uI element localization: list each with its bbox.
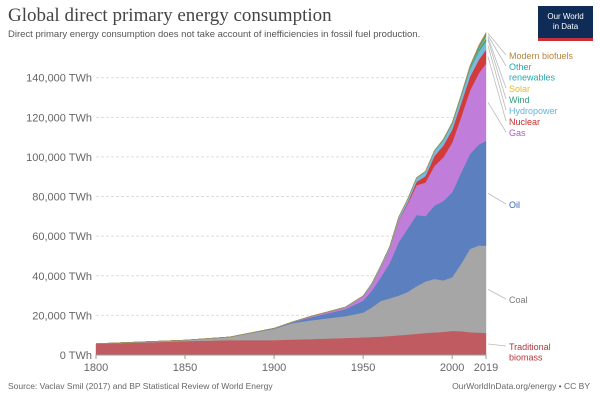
series-label-oil[interactable]: Oil [509,200,520,210]
series-label-modern-biofuels[interactable]: Modern biofuels [509,51,574,61]
series-label-nuclear[interactable]: Nuclear [509,117,540,127]
series-label-wind[interactable]: Wind [509,95,530,105]
y-tick-label: 100,000 TWh [26,152,92,164]
y-tick-label: 20,000 TWh [32,310,92,322]
chart-title: Global direct primary energy consumption [8,5,332,26]
x-tick-label: 1800 [84,362,108,374]
x-tick-label: 1850 [173,362,197,374]
y-tick-label: 140,000 TWh [26,73,92,85]
series-labels: Modern biofuelsOtherrenewablesSolarWindH… [487,33,574,363]
logo-line-2: in Data [552,22,579,31]
x-tick-label: 2019 [474,362,498,374]
logo-line-1: Our World [547,12,584,21]
series-label-coal[interactable]: Coal [509,295,528,305]
label-leader-line [487,289,507,300]
label-leader-line [487,45,507,111]
x-tick-label: 1900 [262,362,286,374]
series-label-traditional-biomass[interactable]: biomass [509,353,543,363]
owid-logo[interactable]: Our World in Data [538,6,593,41]
series-label-hydropower[interactable]: Hydropower [509,106,558,116]
series-label-solar[interactable]: Solar [509,84,530,94]
chart-subtitle: Direct primary energy consumption does n… [8,29,421,40]
label-leader-line [487,39,507,100]
stacked-areas [95,31,487,356]
label-leader-line [487,33,507,56]
area-modern-biofuels[interactable] [95,31,487,344]
y-tick-label: 80,000 TWh [32,192,92,204]
source-note: Source: Vaclav Smil (2017) and BP Statis… [8,381,273,391]
x-tick-label: 1950 [351,362,375,374]
series-label-gas[interactable]: Gas [509,128,526,138]
label-leader-line [487,56,507,122]
axes: 0 TWh 20,000 TWh 40,000 TWh 60,000 TWh 80,00… [26,73,498,374]
label-leader-line [487,343,507,347]
y-tick-label: 60,000 TWh [32,231,92,243]
label-leader-line [487,193,507,205]
label-leader-line [487,37,507,89]
series-label-traditional-biomass[interactable]: Traditional [509,342,551,352]
y-tick-label: 0 TWh [60,350,92,362]
label-leader-line [487,102,507,133]
x-tick-label: 2000 [440,362,464,374]
series-label-other-renewables[interactable]: Other [509,62,532,72]
label-leader-line [487,35,507,67]
owid-url-link[interactable]: OurWorldInData.org/energy • CC BY [452,381,590,391]
series-label-other-renewables[interactable]: renewables [509,73,556,83]
y-tick-label: 120,000 TWh [26,112,92,124]
y-tick-label: 40,000 TWh [32,271,92,283]
